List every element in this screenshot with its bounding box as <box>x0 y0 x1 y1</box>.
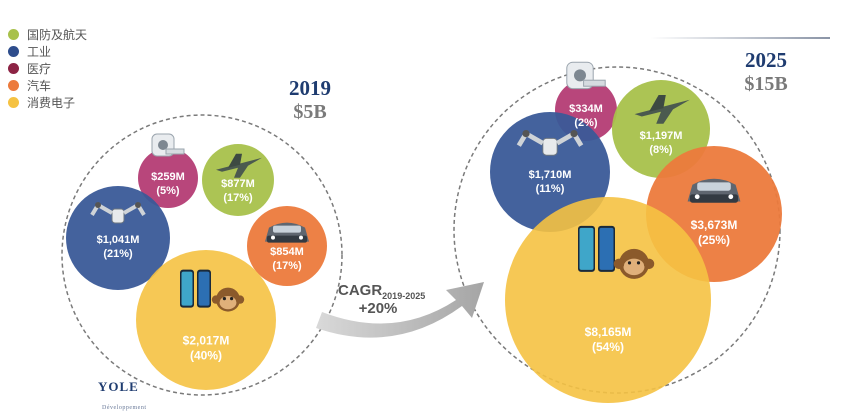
car-icon <box>265 222 309 243</box>
fighter-jet-icon <box>216 153 262 178</box>
legend-label: 汽车 <box>27 79 52 93</box>
bubble-0-0 <box>138 148 198 208</box>
legend-item: 消费电子 <box>8 94 87 111</box>
robot-arm-icon <box>516 130 584 156</box>
monkey-emoji-icon <box>613 248 655 279</box>
bubble-share-label: (2%) <box>574 117 598 129</box>
bubble-share-label: (21%) <box>103 248 133 260</box>
outer-circle-2019 <box>61 114 343 396</box>
cagr-subscript: 2019-2025 <box>382 291 425 301</box>
legend-label: 工业 <box>27 45 52 59</box>
legend: 国防及航天工业医疗汽车消费电子 <box>8 26 87 111</box>
medical-scanner-icon <box>566 61 606 90</box>
bubble-0-1 <box>202 144 274 216</box>
legend-swatch <box>8 46 19 57</box>
bubbles-layer <box>66 79 782 403</box>
monkey-emoji-icon <box>211 287 245 312</box>
legend-item: 医疗 <box>8 60 87 77</box>
bubble-labels-layer: $259M (5%) $877M (17%) $1,041M (21%) $854M (17%… <box>97 103 738 363</box>
legend-swatch <box>8 63 19 74</box>
bubble-share-label: (11%) <box>536 183 565 195</box>
legend-swatch <box>8 80 19 91</box>
header-rule <box>650 37 830 39</box>
bubble-0-3 <box>247 206 327 286</box>
total-2025-label: $15B <box>744 73 788 95</box>
bubble-value-label: $877M <box>221 178 255 190</box>
bubble-share-label: (8%) <box>649 144 673 156</box>
bubble-value-label: $1,710M <box>529 169 572 181</box>
cagr-label: CAGR2019-2025 <box>338 282 425 301</box>
car-icon <box>687 178 741 203</box>
bubble-value-label: $854M <box>270 246 304 258</box>
legend-label: 医疗 <box>27 62 52 76</box>
year-2019-label: 2019 <box>289 76 331 100</box>
fighter-jet-icon <box>634 94 690 124</box>
legend-swatch <box>8 97 19 108</box>
icons-layer <box>90 61 741 312</box>
logo-name: YOLE <box>98 379 139 394</box>
year-2025-label: 2025 <box>745 48 787 72</box>
legend-label: 国防及航天 <box>27 28 88 42</box>
legend-label: 消费电子 <box>27 96 76 110</box>
bubble-value-label: $259M <box>151 171 185 183</box>
logo-subtitle: Développement <box>102 405 147 411</box>
bubble-share-label: (40%) <box>190 349 222 363</box>
bubble-value-label: $1,041M <box>97 234 140 246</box>
bubble-share-label: (17%) <box>223 192 253 204</box>
legend-item: 国防及航天 <box>8 26 87 43</box>
bubble-share-label: (5%) <box>156 185 180 197</box>
smartphone-icon <box>578 225 615 272</box>
bubble-value-label: $8,165M <box>585 325 632 339</box>
legend-item: 工业 <box>8 43 87 60</box>
smartphone-icon <box>180 269 211 308</box>
cagr-growth: +20% <box>359 300 398 317</box>
bubble-value-label: $1,197M <box>640 130 683 142</box>
header-2019: 2019 $5B <box>268 76 352 124</box>
bubble-value-label: $334M <box>569 103 603 115</box>
bubble-value-label: $3,673M <box>691 218 738 232</box>
medical-scanner-icon <box>151 133 185 157</box>
total-2019-label: $5B <box>293 101 327 123</box>
header-2025: 2025 $15B <box>724 48 808 96</box>
yole-logo: YOLE Développement <box>98 378 147 414</box>
bubble-1-4 <box>505 197 711 403</box>
robot-arm-icon <box>90 201 146 224</box>
legend-item: 汽车 <box>8 77 87 94</box>
cagr-arrow <box>316 282 484 338</box>
bubble-share-label: (25%) <box>698 233 730 247</box>
bubble-0-4 <box>136 250 276 390</box>
bubble-share-label: (17%) <box>272 260 302 272</box>
bubble-share-label: (54%) <box>592 340 624 354</box>
bubble-value-label: $2,017M <box>183 334 230 348</box>
legend-swatch <box>8 29 19 40</box>
